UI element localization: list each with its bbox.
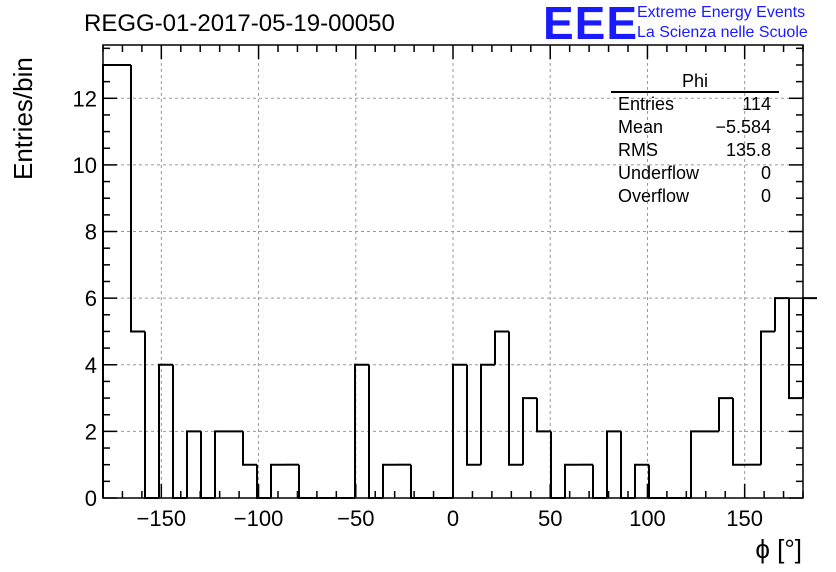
- x-tick-label: 50: [538, 506, 562, 531]
- logo-subtitle-line2: La Scienza nelle Scuole: [637, 24, 808, 41]
- logo-subtitle-line1: Extreme Energy Events: [637, 4, 806, 21]
- stats-row-rms: RMS 135.8: [611, 139, 779, 162]
- stats-value: 0: [760, 163, 771, 183]
- y-axis-label: Entries/bin: [8, 57, 38, 180]
- histogram-bin: [298, 464, 313, 499]
- y-tick-label: 4: [85, 353, 97, 378]
- stats-label: Overflow: [618, 186, 690, 206]
- histogram-bin: [606, 430, 621, 498]
- y-tick-label: 6: [85, 286, 97, 311]
- histogram-bin: [270, 463, 285, 498]
- histogram-bin: [200, 431, 215, 499]
- x-axis-label: ϕ [°]: [755, 534, 802, 564]
- stats-row-overflow: Overflow 0: [611, 185, 779, 208]
- histogram-bin: [466, 364, 481, 466]
- histogram-bin: [494, 330, 509, 365]
- stats-label: Mean: [618, 117, 664, 137]
- stats-box-title: Phi: [611, 72, 779, 93]
- histogram-bin: [522, 397, 537, 465]
- histogram-bin: [242, 431, 257, 466]
- x-tick-label: −50: [337, 506, 374, 531]
- histogram-bin: [760, 330, 775, 465]
- x-tick-label: −150: [137, 506, 187, 531]
- histogram-bin: [186, 430, 201, 498]
- histogram-bin: [774, 297, 789, 332]
- stats-row-underflow: Underflow 0: [611, 162, 779, 185]
- histogram-bin: [732, 398, 747, 466]
- stats-value: 114: [742, 94, 771, 114]
- histogram-bin: [130, 64, 145, 333]
- stats-label: Entries: [618, 94, 675, 114]
- y-tick-label: 10: [73, 153, 97, 178]
- histogram-bin: [564, 463, 579, 498]
- y-tick-label: 8: [85, 220, 97, 245]
- stats-value: −5.584: [715, 117, 771, 137]
- histogram-bin: [690, 430, 705, 498]
- stats-box: Phi Entries 114 Mean −5.584 RMS 135.8 Under…: [611, 72, 779, 208]
- histogram-bin: [802, 297, 817, 399]
- stats-value: 0: [760, 186, 771, 206]
- histogram-bin: [452, 363, 467, 498]
- x-tick-label: −100: [234, 506, 284, 531]
- histogram-bin: [718, 397, 733, 432]
- x-tick-label: 0: [447, 506, 459, 531]
- histogram-bin: [508, 331, 523, 466]
- histogram-bin: [214, 430, 229, 498]
- histogram-bin: [648, 464, 663, 499]
- eee-logo: EEE: [543, 0, 639, 49]
- stats-row-entries: Entries 114: [611, 93, 779, 116]
- y-tick-label: 12: [73, 86, 97, 111]
- histogram-bin: [410, 464, 425, 499]
- x-tick-label: 150: [726, 506, 763, 531]
- stats-label: Underflow: [618, 163, 700, 183]
- stats-row-mean: Mean −5.584: [611, 116, 779, 139]
- histogram-bin: [620, 431, 635, 499]
- histogram-bin: [592, 464, 607, 499]
- histogram-bin: [158, 363, 173, 498]
- histogram-bin: [536, 398, 551, 433]
- histogram-bin: [550, 431, 565, 499]
- histogram-bin: [382, 463, 397, 498]
- stats-label: RMS: [618, 140, 658, 160]
- y-tick-label: 0: [85, 486, 97, 511]
- chart-title: REGG-01-2017-05-19-00050: [84, 10, 395, 37]
- histogram-bin: [144, 331, 159, 499]
- x-tick-label: 100: [629, 506, 666, 531]
- y-tick-label: 2: [85, 419, 97, 444]
- stats-value: 135.8: [725, 140, 771, 160]
- histogram-bin: [634, 463, 649, 498]
- histogram-bin: [354, 363, 369, 498]
- histogram-bin: [480, 363, 495, 465]
